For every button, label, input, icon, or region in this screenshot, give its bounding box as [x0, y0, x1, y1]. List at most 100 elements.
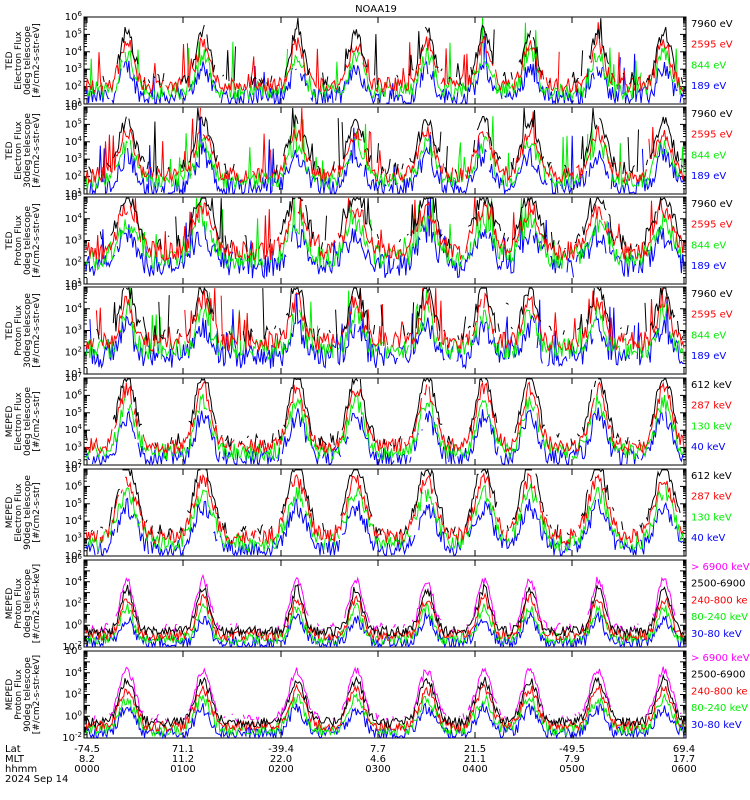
x-tick-label-hhmm: 0200: [268, 764, 293, 775]
y-axis-label-line: [#/cm2-s-str]: [32, 482, 42, 542]
y-tick-label: 106: [65, 100, 83, 113]
legend-entry: 844 eV: [691, 240, 726, 251]
y-tick-label: 104: [65, 575, 83, 588]
y-axis-label-line: Electron Flux: [14, 392, 24, 451]
series-trace: [85, 115, 685, 190]
legend-entry: 844 eV: [691, 150, 726, 161]
y-tick-label: 104: [65, 135, 83, 148]
legend-entry: > 6900 keV: [691, 562, 750, 573]
y-axis-label-line: TED: [5, 321, 15, 340]
legend-entry: 2500-6900: [691, 579, 746, 590]
legend-entry: 2595 eV: [691, 220, 733, 231]
x-tick-label-lat: -49.5: [559, 744, 585, 755]
y-tick-label: 104: [65, 666, 83, 679]
x-tick-label-mlt: 7.9: [564, 754, 580, 765]
legend-entry: 40 keV: [691, 533, 725, 544]
panel-frame: [83, 106, 687, 195]
y-tick-label: 102: [65, 597, 82, 610]
y-tick-label: 107: [65, 462, 82, 475]
x-tick-label-mlt: 8.2: [79, 754, 95, 765]
y-axis-label: TEDProton Flux30deg telescope[#/cm2-s-st…: [5, 293, 42, 368]
legend-entry: 7960 eV: [691, 19, 733, 30]
legend-entry: 2595 eV: [691, 40, 733, 51]
y-axis-label: MEPEDProton Flux0deg telescope[#/cm2-s-s…: [5, 564, 42, 643]
x-tick-label-lat: -74.5: [74, 744, 100, 755]
legend-entry: 612 keV: [691, 380, 732, 391]
y-tick-label: 102: [65, 255, 82, 268]
x-tick-label-mlt: 11.2: [172, 754, 194, 765]
y-axis-label-line: 0deg telescope: [23, 206, 33, 276]
y-axis-label: TEDElectron Flux0deg telescope[#/cm2-s-s…: [5, 23, 42, 98]
y-axis-label-line: MEPED: [5, 588, 15, 620]
y-axis-label-line: [#/cm2-s-str-eV]: [32, 203, 42, 278]
y-axis-label: TEDProton Flux0deg telescope[#/cm2-s-str…: [5, 203, 42, 278]
x-tick-label-mlt: 17.7: [673, 754, 695, 765]
y-tick-label: 105: [65, 280, 82, 293]
panel-frame: [83, 286, 687, 375]
y-axis-label-line: 0deg telescope: [23, 387, 33, 457]
legend-entry: 287 keV: [691, 401, 732, 412]
y-tick-label: 103: [65, 441, 82, 454]
series-trace: [88, 483, 685, 554]
series-trace: [89, 116, 685, 196]
panel-8: 10-2 100 102 104 106 MEPEDProton Flux90deg te…: [5, 644, 750, 744]
y-tick-label: 102: [65, 80, 82, 93]
legend-entry: 40 keV: [691, 442, 725, 453]
x-tick-label-lat: -39.4: [268, 744, 294, 755]
y-axis-label-line: MEPED: [5, 679, 15, 711]
y-axis-label-line: 0deg telescope: [23, 26, 33, 96]
y-tick-label: 105: [65, 190, 82, 203]
y-axis-label-line: [#/cm2-s-str-keV]: [32, 655, 42, 734]
y-axis-label-line: Electron Flux: [14, 121, 24, 180]
y-tick-label: 10-2: [62, 731, 82, 744]
y-axis-label-line: Proton Flux: [14, 669, 24, 720]
legend-entry: 189 eV: [691, 261, 726, 272]
legend-entry: 7960 eV: [691, 199, 733, 210]
y-axis-label-line: Electron Flux: [14, 483, 24, 542]
y-axis-label-line: MEPED: [5, 497, 15, 529]
series-trace: [85, 673, 685, 729]
series-trace: [85, 610, 685, 649]
legend-entry: 130 keV: [691, 512, 732, 523]
y-tick-label: 106: [65, 553, 83, 566]
y-tick-label: 105: [65, 406, 82, 419]
y-tick-label: 104: [65, 423, 83, 436]
legend-entry: 844 eV: [691, 330, 726, 341]
y-tick-label: 104: [65, 212, 83, 225]
series-trace: [85, 198, 685, 262]
y-tick-label: 105: [65, 497, 82, 510]
y-tick-label: 103: [65, 62, 82, 75]
y-axis-label-line: MEPED: [5, 406, 15, 438]
y-axis-label-line: [#/cm2-s-str-eV]: [32, 113, 42, 188]
series-trace: [85, 288, 685, 353]
y-axis-label: MEPEDElectron Flux0deg telescope[#/cm2-s…: [5, 387, 42, 457]
legend-entry: 80-240 keV: [691, 703, 748, 714]
x-tick-label-lat: 71.1: [172, 744, 194, 755]
y-tick-label: 102: [65, 170, 82, 183]
x-tick-label-hhmm: 0500: [559, 764, 584, 775]
y-axis-label: MEPEDProton Flux90deg telescope[#/cm2-s-…: [5, 655, 42, 734]
y-tick-label: 102: [65, 345, 82, 358]
legend-entry: 80-240 keV: [691, 612, 748, 623]
y-axis-label: MEPEDElectron Flux90deg telescope[#/cm2-…: [5, 475, 42, 550]
y-tick-label: 100: [65, 709, 82, 722]
y-axis-label-line: [#/cm2-s-str-eV]: [32, 293, 42, 368]
series-trace: [85, 497, 684, 557]
series-trace: [85, 288, 685, 362]
legend-entry: 189 eV: [691, 171, 726, 182]
y-tick-label: 106: [65, 388, 83, 401]
y-axis-label-line: 30deg telescope: [23, 293, 33, 368]
y-tick-label: 105: [65, 117, 82, 130]
x-tick-label-hhmm: 0400: [462, 764, 487, 775]
series-trace: [85, 683, 685, 733]
x-tick-label-hhmm: 0000: [74, 764, 99, 775]
y-tick-label: 103: [65, 324, 82, 337]
x-tick-label-hhmm: 0300: [365, 764, 390, 775]
series-trace: [91, 470, 683, 537]
date-label: 2024 Sep 14: [5, 774, 68, 785]
